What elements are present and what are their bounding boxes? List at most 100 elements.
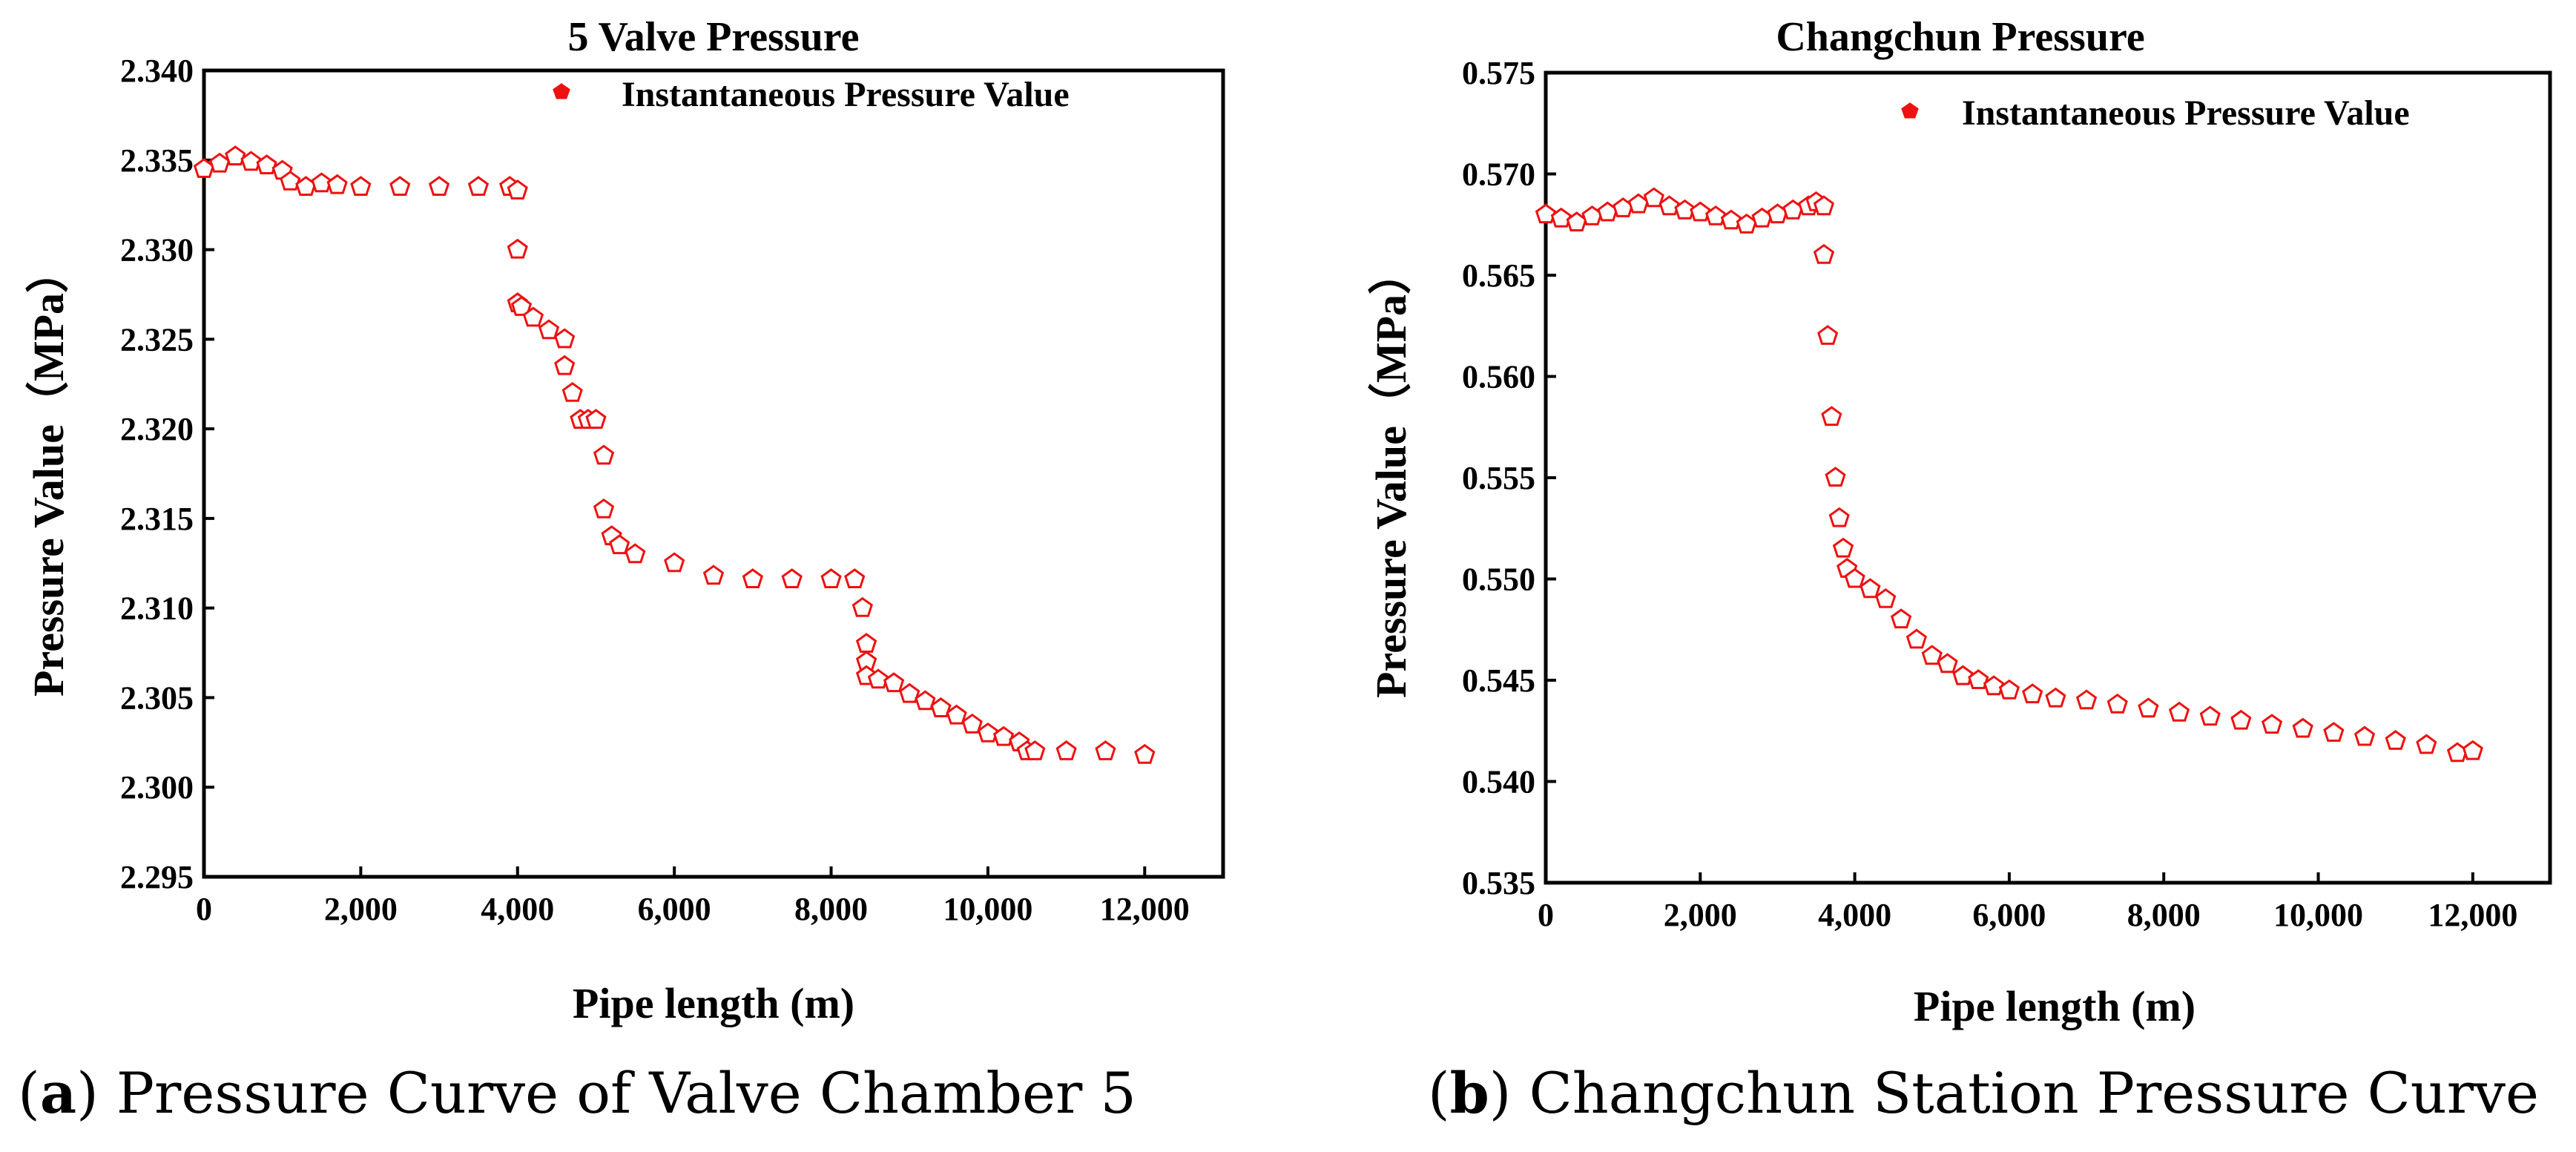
data-point [1690, 201, 1711, 222]
y-tick-label: 2.340 [120, 53, 194, 89]
data-point [1859, 578, 1881, 599]
y-tick-label: 2.335 [120, 142, 194, 179]
data-point [510, 296, 533, 316]
data-point [1828, 507, 1850, 527]
data-point [992, 725, 1015, 746]
data-point [1832, 537, 1854, 558]
data-point [311, 172, 332, 193]
x-tick-label: 4,000 [1818, 897, 1891, 933]
data-point [1535, 203, 1557, 224]
data-point [350, 176, 372, 196]
data-point [2353, 725, 2376, 746]
legend-marker [553, 83, 570, 99]
y-tick-label: 0.555 [1462, 460, 1535, 496]
x-tick-label: 10,000 [2273, 897, 2363, 933]
data-point [225, 145, 246, 165]
data-point [256, 154, 277, 174]
caption-letter: b [1450, 1060, 1489, 1126]
data-point [1550, 207, 1572, 228]
data-point [2075, 689, 2098, 710]
x-axis: 0 2,000 4,000 6,000 8,000 10,000 12,000 [196, 866, 1190, 927]
data-point [1952, 665, 1974, 685]
data-point [1024, 740, 1046, 760]
data-point [930, 697, 952, 717]
caption-open-paren: ( [1428, 1060, 1450, 1126]
data-series [1535, 187, 2483, 763]
data-point [585, 409, 607, 429]
data-point [1998, 679, 2020, 700]
data-point [702, 565, 725, 585]
data-point [2138, 697, 2159, 718]
y-tick-label: 0.570 [1462, 157, 1535, 193]
data-point [1705, 205, 1727, 226]
data-point [851, 596, 873, 617]
x-tick-label: 4,000 [481, 891, 554, 927]
data-point [1674, 199, 1696, 220]
y-tick-label: 2.325 [120, 321, 194, 358]
data-point [554, 328, 576, 349]
data-point [507, 238, 528, 259]
chart-changchun-station: Changchun Pressure 0.5350.5400.5450.5500… [1367, 14, 2552, 1030]
data-point [2045, 687, 2066, 708]
y-tick-label: 0.575 [1462, 55, 1535, 91]
x-tick-label: 12,000 [1100, 891, 1190, 927]
data-point [2323, 722, 2345, 742]
y-tick-label: 2.310 [120, 590, 194, 627]
data-point [609, 534, 630, 555]
data-point [1890, 608, 1912, 629]
chart-title: Changchun Pressure [1776, 14, 2144, 60]
data-point [2385, 730, 2406, 750]
data-point [240, 151, 262, 171]
data-point [2199, 705, 2221, 726]
data-point [1905, 628, 1928, 649]
data-point [883, 672, 905, 693]
data-point [781, 568, 803, 588]
x-tick-label: 12,000 [2428, 897, 2517, 933]
plot-frame [1544, 70, 2552, 885]
x-tick-label: 0 [1538, 897, 1554, 933]
data-point [1134, 743, 1156, 764]
data-point [977, 722, 999, 743]
data-point [326, 174, 348, 194]
data-point [1844, 567, 1865, 588]
data-point [742, 568, 763, 588]
data-point [507, 179, 528, 200]
caption-open-paren: ( [18, 1060, 40, 1126]
y-tick-label: 2.300 [120, 769, 194, 806]
y-axis-label: Pressure Value（MPa） [1367, 251, 1415, 698]
chart-valve-chamber-5: 5 Valve Pressure 2.295 2.300 2.305 2.310 2.3… [24, 14, 1225, 1027]
data-point [1813, 195, 1835, 216]
data-point [1968, 669, 1989, 689]
data-point [625, 543, 646, 564]
caption-body: ) Pressure Curve of Valve Chamber 5 [76, 1060, 1136, 1126]
data-point [899, 682, 920, 703]
data-series [193, 145, 1156, 764]
data-point [2230, 709, 2252, 730]
x-tick-label: 0 [196, 891, 212, 927]
legend-label: Instantaneous Pressure Value [1962, 93, 2410, 133]
data-point [1937, 653, 1958, 674]
data-point [915, 690, 936, 711]
y-tick-label: 0.540 [1462, 764, 1535, 800]
data-point [1875, 587, 1897, 608]
data-point [2261, 714, 2283, 734]
y-axis: 0.535 0.540 0.545 0.550 0.555 0.560 0.565 0.570… [1462, 55, 1556, 901]
data-point [961, 713, 983, 734]
data-point [664, 552, 685, 573]
data-point [428, 176, 450, 196]
y-axis: 2.295 2.300 2.305 2.310 2.315 2.320 2.325 2.330… [120, 53, 214, 895]
data-point [844, 568, 866, 588]
data-point [522, 306, 544, 327]
data-point [1658, 195, 1680, 216]
data-point [1643, 187, 1664, 208]
y-tick-label: 2.320 [120, 411, 194, 447]
legend-label: Instantaneous Pressure Value [622, 75, 1070, 114]
y-tick-label: 2.330 [120, 232, 194, 269]
x-tick-label: 2,000 [324, 891, 398, 927]
x-tick-label: 6,000 [1972, 897, 2046, 933]
data-point [2106, 693, 2128, 714]
plot-frame [202, 68, 1225, 879]
y-tick-label: 0.545 [1462, 662, 1535, 699]
y-tick-label: 2.295 [120, 859, 194, 895]
